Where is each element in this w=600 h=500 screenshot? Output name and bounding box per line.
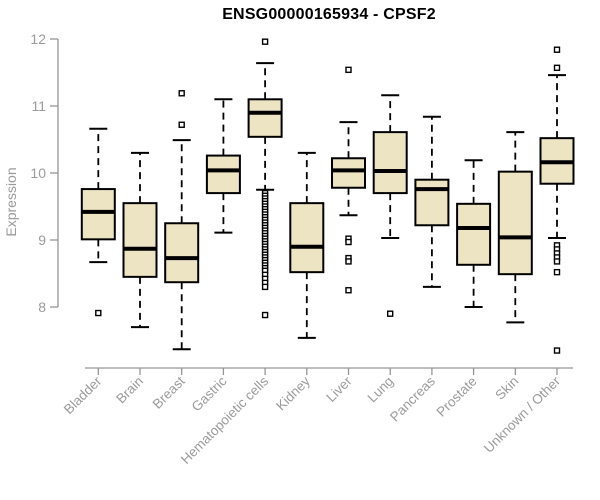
- outlier-point: [553, 64, 561, 72]
- outlier-point: [553, 268, 561, 276]
- x-tick-label: Brain: [113, 374, 146, 407]
- iqr-box: [414, 178, 450, 227]
- chart-title: ENSG00000165934 - CPSF2: [222, 6, 436, 23]
- y-tick-label: 12: [30, 31, 46, 47]
- x-tick-label: Pancreas: [387, 373, 438, 424]
- outlier-point: [261, 38, 269, 45]
- box-pancreas: [414, 115, 450, 288]
- x-tick-label: Skin: [492, 374, 521, 403]
- y-axis: 8 9 10 11 12 Expression: [3, 31, 59, 315]
- box-hematopoietic-cells: [247, 38, 283, 319]
- x-tick-label: Liver: [323, 373, 355, 405]
- y-tick-label: 10: [30, 165, 46, 181]
- box-lung: [372, 94, 408, 317]
- iqr-box: [164, 222, 200, 284]
- y-tick-label: 11: [31, 98, 46, 114]
- iqr-box: [456, 202, 492, 266]
- iqr-box: [80, 188, 116, 241]
- x-tick-label: Prostate: [434, 374, 480, 420]
- outlier-point: [178, 121, 185, 128]
- outlier-point: [553, 258, 561, 265]
- outlier-point: [261, 283, 269, 291]
- box-brain: [122, 151, 158, 329]
- x-tick-label: Unknown / Other: [481, 373, 564, 456]
- y-axis-title: Expression: [3, 167, 19, 236]
- box-kidney: [289, 151, 325, 339]
- outlier-point: [261, 311, 269, 319]
- outlier-point: [345, 258, 352, 265]
- x-tick-label: Breast: [150, 373, 188, 411]
- outlier-point: [387, 310, 394, 317]
- outlier-point: [553, 347, 561, 354]
- outlier-point: [345, 238, 352, 246]
- box-bladder: [80, 127, 116, 317]
- outlier-point: [553, 46, 561, 53]
- box-gastric: [205, 98, 241, 234]
- box-liver: [331, 66, 366, 294]
- x-tick-label: Bladder: [61, 373, 105, 417]
- iqr-box: [205, 154, 241, 195]
- outlier-point: [345, 287, 352, 294]
- x-tick-label: Kidney: [273, 373, 313, 413]
- box-skin: [497, 131, 533, 324]
- outlier-point: [95, 309, 102, 317]
- y-tick-label: 9: [38, 232, 46, 248]
- box-breast: [164, 90, 200, 351]
- y-tick-label: 8: [38, 299, 46, 315]
- x-tick-label: Lung: [364, 374, 396, 406]
- iqr-box: [372, 131, 408, 195]
- iqr-box: [247, 98, 283, 138]
- box-unknown-other: [539, 46, 575, 354]
- iqr-box: [122, 202, 158, 278]
- x-tick-label: Gastric: [189, 373, 230, 414]
- iqr-box: [289, 202, 325, 274]
- outlier-point: [345, 66, 352, 74]
- iqr-box: [497, 170, 533, 276]
- box-prostate: [456, 159, 492, 308]
- outlier-point: [178, 90, 185, 97]
- iqr-box: [331, 157, 366, 189]
- boxes: [80, 38, 575, 354]
